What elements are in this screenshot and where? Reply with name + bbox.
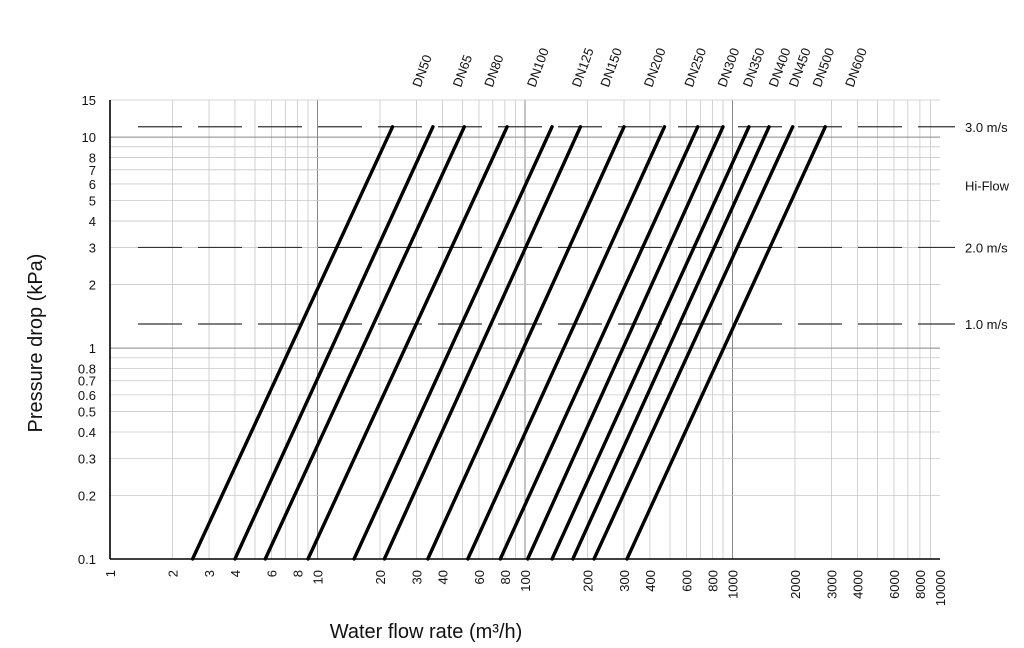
x-tick-label: 20 [373,570,388,584]
reference-label: 1.0 m/s [965,317,1008,332]
x-tick-label: 60 [472,570,487,584]
x-tick-label: 1 [103,570,118,577]
y-tick-label: 0.4 [78,425,96,440]
y-tick-label: 10 [82,130,96,145]
series-label: DN350 [740,46,768,89]
velocity-reference-lines [138,126,955,325]
series-line [571,125,771,561]
y-tick-label: 3 [89,240,96,255]
axes [109,100,940,560]
series-label: DN150 [597,46,625,89]
y-tick-label: 4 [89,214,96,229]
series-line [525,125,725,561]
x-tick-label: 200 [580,570,595,592]
y-tick-label: 0.1 [78,552,96,567]
series-line [625,125,827,561]
x-tick-label: 80 [498,570,513,584]
series-label: DN65 [450,53,475,89]
x-tick-label: 8000 [913,570,928,599]
y-tick-label: 2 [89,278,96,293]
x-tick-labels: 1 2 3 4 6 8 10 20 30 40 60 80 100 200 300 400 600 800 1000… [103,570,948,606]
series-line [382,125,583,561]
y-tick-label: 5 [89,194,96,209]
x-tick-label: 30 [410,570,425,584]
x-tick-label: 4000 [850,570,865,599]
series-lines [190,125,827,561]
x-tick-label: 10 [311,570,326,584]
y-axis-title: Pressure drop (kPa) [25,254,47,433]
x-tick-label: 3000 [825,570,840,599]
x-tick-label: 6 [264,570,279,577]
x-tick-label: 10000 [933,570,948,606]
series-label: DN100 [524,46,552,89]
x-tick-label: 800 [705,570,720,592]
x-tick-label: 300 [617,570,632,592]
x-tick-label: 400 [643,570,658,592]
series-label: DN50 [409,53,434,89]
x-tick-label: 1000 [726,570,741,599]
y-tick-label: 0.2 [78,489,96,504]
y-tick-label: 1 [89,341,96,356]
x-tick-label: 600 [679,570,694,592]
series-label: DN125 [569,46,597,89]
y-tick-label: 0.7 [78,374,96,389]
series-line [592,125,795,561]
series-line [306,125,509,561]
series-label: DN250 [681,46,709,89]
y-tick-label: 6 [89,177,96,192]
series-label: DN200 [641,46,669,89]
x-tick-label: 4 [228,570,243,577]
series-line [190,125,395,561]
y-tick-label: 0.6 [78,388,96,403]
series-label: DN600 [842,46,870,89]
x-tick-label: 2000 [788,570,803,599]
series-line [498,125,700,561]
x-tick-label: 2 [165,570,180,577]
x-tick-label: 40 [435,570,450,584]
y-tick-label: 7 [89,163,96,178]
x-tick-label: 100 [518,570,533,592]
y-tick-label: 0.3 [78,451,96,466]
side-label: Hi-Flow [965,178,1010,193]
y-tick-label: 8 [89,151,96,166]
y-tick-label: 15 [82,93,96,108]
series-labels: DN50 DN65 DN80 DN100 DN125 DN150 DN200 DN250 DN3… [409,46,870,89]
x-tick-label: 3 [202,570,217,577]
reference-label: 3.0 m/s [965,120,1008,135]
reference-label: 2.0 m/s [965,240,1008,255]
y-tick-label: 0.5 [78,405,96,420]
x-tick-label: 6000 [887,570,902,599]
x-axis-title: Water flow rate (m³/h) [330,621,523,643]
series-label: DN300 [714,46,742,89]
reference-labels: 3.0 m/s 2.0 m/s 1.0 m/s Hi-Flow [965,120,1010,332]
series-line [233,125,435,561]
series-line [263,125,467,561]
series-label: DN500 [809,46,837,89]
series-line [550,125,751,561]
y-tick-label: 0.8 [78,362,96,377]
series-line [466,125,667,561]
series-line [426,125,626,561]
series-label: DN80 [481,53,506,89]
series-line [352,125,554,561]
x-tick-label: 8 [290,570,305,577]
y-tick-labels: 0.1 0.2 0.3 0.4 0.5 0.60.70.8 1 2 3 4 5 678 10 15 [78,93,96,567]
grid [110,99,940,559]
